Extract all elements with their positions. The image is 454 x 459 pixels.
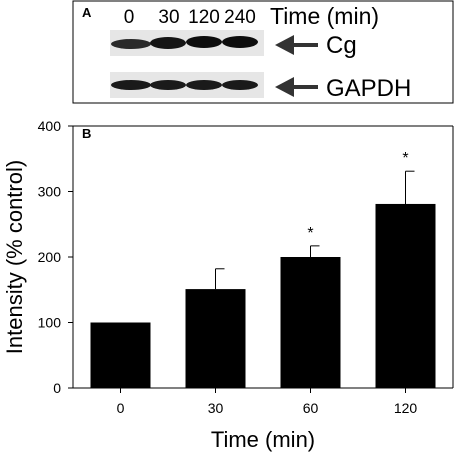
lane-label-0: 0 <box>124 7 135 28</box>
gapdh-band <box>150 80 186 90</box>
cg-band <box>111 39 151 49</box>
y-tick-label: 400 <box>38 118 62 134</box>
gapdh-arrow-icon <box>275 77 318 97</box>
cg-band <box>150 37 186 49</box>
lane-label-30: 30 <box>158 7 179 28</box>
y-tick-label: 100 <box>38 315 62 331</box>
panel-a-border <box>72 0 454 104</box>
x-tick-label: 120 <box>394 400 418 416</box>
cg-band <box>222 36 258 48</box>
bar <box>90 322 151 388</box>
lane-label-240: 240 <box>224 7 256 28</box>
cg-band <box>186 36 222 48</box>
panel-a-label: A <box>82 5 92 20</box>
panel-b-chart: B 0 100 200 300 400 0 30 * 60 * 120 Time (min) Int… <box>2 118 454 452</box>
gapdh-band <box>222 80 258 90</box>
x-tick-label: 0 <box>117 400 125 416</box>
x-tick-label: 30 <box>208 400 224 416</box>
cg-blot-label: Cg <box>326 32 357 59</box>
panel-a: A 0 30 120 240 Time (min) Cg GAPDH <box>72 0 454 104</box>
lane-label-120: 120 <box>188 7 220 28</box>
gapdh-band <box>111 80 151 90</box>
y-tick-label: 0 <box>53 380 61 396</box>
cg-arrow-icon <box>275 35 318 55</box>
bar <box>375 203 436 388</box>
x-tick-label: 60 <box>303 400 319 416</box>
significance-marker: * <box>402 150 408 167</box>
time-header: Time (min) <box>270 3 379 29</box>
chart-marks: 0 100 200 300 400 0 30 * 60 * 120 <box>38 118 436 416</box>
significance-marker: * <box>307 225 313 242</box>
y-tick-label: 300 <box>38 184 62 200</box>
bar <box>185 289 246 388</box>
gapdh-blot-label: GAPDH <box>326 75 411 102</box>
y-axis-title: Intensity (% control) <box>2 160 27 354</box>
y-tick-label: 200 <box>38 249 62 265</box>
gapdh-band <box>186 80 222 90</box>
x-axis-title: Time (min) <box>211 427 315 452</box>
panel-b-label: B <box>82 126 91 141</box>
bar <box>280 257 341 388</box>
